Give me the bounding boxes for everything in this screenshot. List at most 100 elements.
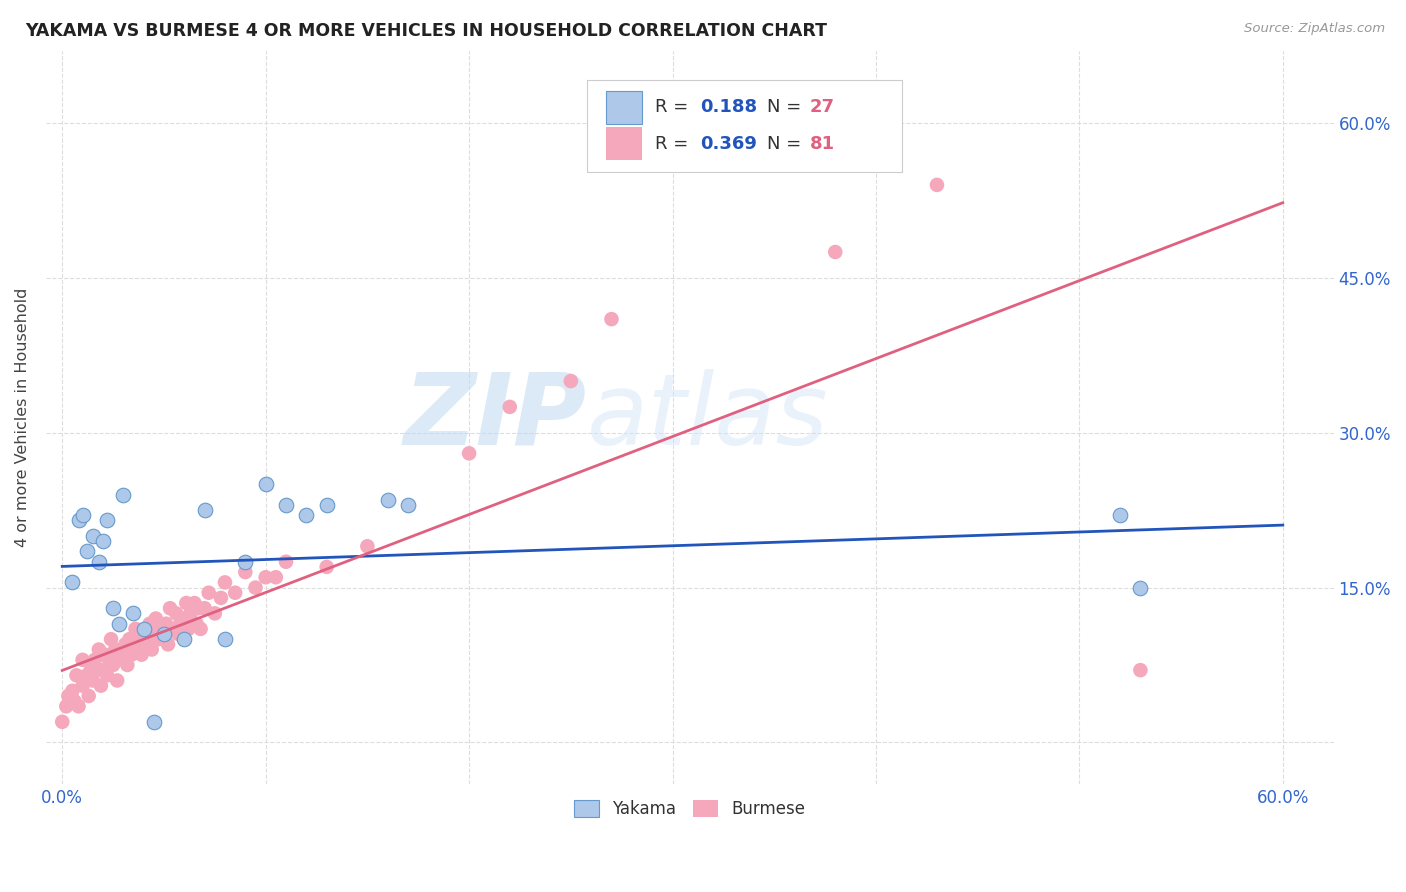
- Point: [169, 616, 191, 631]
- Point: [72, 508, 94, 523]
- Point: [76, 544, 98, 558]
- Legend: Yakama, Burmese: Yakama, Burmese: [565, 792, 814, 827]
- Point: [214, 575, 236, 590]
- Point: [396, 498, 419, 512]
- Point: [233, 555, 256, 569]
- Point: [458, 446, 481, 460]
- Point: [194, 503, 217, 517]
- Point: [128, 627, 150, 641]
- Point: [254, 570, 277, 584]
- Point: [167, 627, 190, 641]
- Point: [67, 699, 90, 714]
- Point: [90, 679, 112, 693]
- Point: [245, 581, 267, 595]
- Point: [173, 632, 195, 647]
- Point: [117, 658, 139, 673]
- Point: [131, 648, 153, 662]
- Point: [274, 498, 297, 512]
- Point: [108, 648, 131, 662]
- Point: [204, 607, 226, 621]
- Point: [101, 658, 124, 673]
- Point: [72, 679, 94, 693]
- Point: [183, 596, 205, 610]
- Point: [149, 616, 172, 631]
- Point: [197, 585, 219, 599]
- Point: [600, 312, 623, 326]
- Point: [177, 622, 200, 636]
- Text: Source: ZipAtlas.com: Source: ZipAtlas.com: [1244, 22, 1385, 36]
- Point: [163, 622, 186, 636]
- Point: [315, 498, 337, 512]
- Point: [112, 653, 135, 667]
- Point: [62, 683, 84, 698]
- Point: [176, 596, 198, 610]
- Point: [108, 616, 131, 631]
- Point: [82, 529, 104, 543]
- Point: [96, 513, 118, 527]
- Point: [179, 607, 201, 621]
- Point: [58, 689, 80, 703]
- Point: [560, 374, 582, 388]
- Point: [105, 673, 128, 688]
- Point: [274, 555, 297, 569]
- Point: [100, 632, 122, 647]
- Point: [925, 178, 948, 192]
- Point: [87, 642, 110, 657]
- Point: [173, 611, 195, 625]
- Point: [135, 622, 157, 636]
- Text: 27: 27: [810, 98, 835, 116]
- Point: [264, 570, 287, 584]
- Point: [1129, 581, 1152, 595]
- Point: [315, 560, 337, 574]
- Point: [80, 663, 103, 677]
- Point: [83, 653, 105, 667]
- Point: [214, 632, 236, 647]
- Point: [141, 642, 163, 657]
- Text: ZIP: ZIP: [404, 368, 586, 466]
- Point: [224, 585, 246, 599]
- Point: [63, 694, 86, 708]
- Point: [132, 637, 155, 651]
- Text: R =: R =: [655, 98, 695, 116]
- Point: [91, 663, 114, 677]
- Point: [114, 637, 136, 651]
- Text: R =: R =: [655, 135, 695, 153]
- Point: [127, 642, 149, 657]
- Point: [104, 642, 127, 657]
- Point: [94, 648, 117, 662]
- Point: [1109, 508, 1132, 523]
- Point: [122, 637, 145, 651]
- Point: [377, 492, 399, 507]
- Point: [233, 565, 256, 579]
- Text: YAKAMA VS BURMESE 4 OR MORE VEHICLES IN HOUSEHOLD CORRELATION CHART: YAKAMA VS BURMESE 4 OR MORE VEHICLES IN …: [25, 22, 827, 40]
- Point: [62, 575, 84, 590]
- Point: [82, 673, 104, 688]
- Point: [153, 632, 176, 647]
- Point: [153, 627, 176, 641]
- Y-axis label: 4 or more Vehicles in Household: 4 or more Vehicles in Household: [15, 287, 30, 547]
- Point: [51, 714, 73, 729]
- Point: [165, 607, 187, 621]
- Point: [86, 663, 108, 677]
- Point: [499, 400, 522, 414]
- Point: [122, 607, 145, 621]
- Point: [77, 689, 100, 703]
- Point: [209, 591, 232, 605]
- Point: [142, 714, 165, 729]
- Point: [142, 627, 165, 641]
- Point: [118, 632, 141, 647]
- Point: [295, 508, 318, 523]
- Point: [87, 555, 110, 569]
- Point: [155, 616, 177, 631]
- Point: [101, 601, 124, 615]
- Point: [1129, 663, 1152, 677]
- Point: [72, 653, 94, 667]
- Point: [136, 632, 159, 647]
- Point: [186, 616, 208, 631]
- FancyBboxPatch shape: [586, 80, 903, 171]
- Text: 81: 81: [810, 135, 835, 153]
- Text: atlas: atlas: [586, 368, 828, 466]
- FancyBboxPatch shape: [606, 91, 643, 124]
- FancyBboxPatch shape: [606, 128, 643, 161]
- Point: [824, 245, 846, 260]
